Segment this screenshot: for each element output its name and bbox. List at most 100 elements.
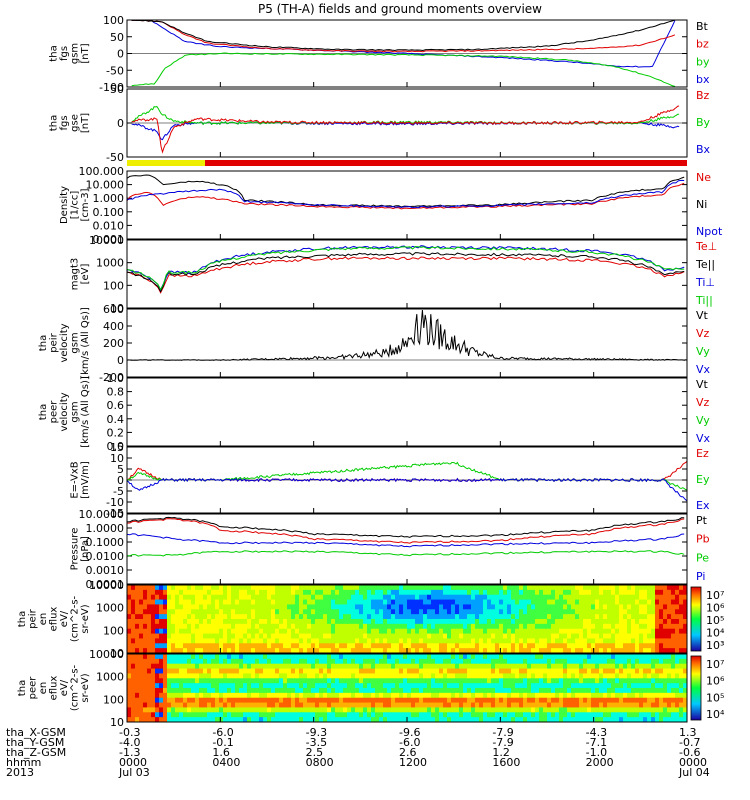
spectrogram-cell [483,594,488,601]
spectrogram-cell [599,599,604,605]
spectrogram-cell [419,717,424,723]
spectrogram-cell [143,658,148,665]
spectrogram-cell [235,683,240,689]
spectrogram-cell [271,628,276,635]
spectrogram-cell [359,692,364,699]
spectrogram-cell [523,599,528,605]
spectrogram-cell [219,654,224,660]
spectrogram-cell [347,585,352,591]
spectrogram-cell [439,633,444,639]
spectrogram-cell [655,609,660,615]
spectrogram-cell [147,717,152,723]
ylabel-line: peir [49,332,60,352]
spectrogram-cell [247,619,252,625]
spectrogram-cell [195,609,200,615]
legend-Vy: Vy [696,345,710,358]
spectrogram-cell [159,697,164,704]
spectrogram-cell [631,623,636,630]
spectrogram-cell [563,609,568,615]
series-Bz [131,105,680,154]
spectrogram-cell [643,697,648,704]
spectrogram-cell [399,628,404,635]
ylabel-line: peir [28,608,39,628]
spectrogram-cell [147,609,152,615]
spectrogram-cell [587,599,592,605]
spectrogram-cell [323,712,328,718]
spectrogram-cell [583,697,588,704]
spectrogram-cell [375,683,380,689]
spectrogram-cell [203,604,208,610]
spectrogram-cell [507,717,512,723]
spectrogram-cell [623,658,628,665]
spectrogram-cell [583,609,588,615]
spectrogram-cell [447,697,452,704]
spectrogram-cell [127,599,132,605]
spectrogram-cell [603,623,608,630]
spectrogram-cell [371,623,376,630]
spectrogram-cell [139,648,144,654]
spectrogram-cell [615,658,620,665]
spectrogram-cell [299,697,304,704]
spectrogram-cell [215,663,220,670]
spectrogram-cell [279,623,284,630]
spectrogram-cell [279,619,284,625]
spectrogram-cell [587,614,592,620]
spectrogram-cell [303,623,308,630]
spectrogram-cell [403,594,408,601]
spectrogram-cell [335,707,340,713]
ylabel-line: [cm-3] [80,188,91,221]
spectrogram-cell [351,648,356,654]
spectrogram-cell [655,678,660,684]
spectrogram-cell [451,717,456,723]
spectrogram-cell [323,623,328,630]
spectrogram-cell [163,609,168,615]
spectrogram-cell [383,702,388,708]
spectrogram-cell [583,712,588,718]
spectrogram-cell [135,654,140,660]
spectrogram-cell [491,609,496,615]
spectrogram-cell [391,692,396,699]
spectrogram-cell [595,678,600,684]
legend-by: by [696,55,710,68]
spectrogram-cell [595,628,600,635]
spectrogram-cell [415,633,420,639]
spectrogram-cell [239,604,244,610]
spectrogram-cell [275,702,280,708]
spectrogram-cell [163,668,168,674]
spectrogram-cell [359,585,364,591]
spectrogram-cell [607,614,612,620]
spectrogram-cell [371,668,376,674]
spectrogram-cell [483,692,488,699]
spectrogram-cell [515,648,520,654]
spectrogram-cell [543,599,548,605]
ylabel-line: gsm [70,43,81,64]
spectrogram-cell [663,692,668,699]
spectrogram-cell [167,599,172,605]
spectrogram-cell [527,688,532,694]
spectrogram-cell [603,702,608,708]
spectrogram-cell [271,594,276,601]
spectrogram-cell [387,589,392,596]
spectrogram-cell [235,633,240,639]
spectrogram-cell [279,614,284,620]
spectrogram-cell [303,668,308,674]
spectrogram-cell [415,683,420,689]
spectrogram-cell [179,599,184,605]
spectrogram-cell [591,658,596,665]
spectrogram-cell [439,692,444,699]
spectrogram-cell [683,702,688,708]
spectrogram-cell [383,599,388,605]
spectrogram-cell [491,712,496,718]
spectrogram-cell [667,707,672,713]
spectrogram-cell [159,633,164,639]
spectrogram-cell [447,692,452,699]
spectrogram-cell [539,609,544,615]
spectrogram-cell [383,604,388,610]
spectrogram-cell [543,658,548,665]
spectrogram-cell [539,692,544,699]
spectrogram-cell [319,663,324,670]
spectrogram-cell [619,663,624,670]
spectrogram-cell [383,688,388,694]
spectrogram-cell [667,594,672,601]
spectrogram-cell [251,619,256,625]
